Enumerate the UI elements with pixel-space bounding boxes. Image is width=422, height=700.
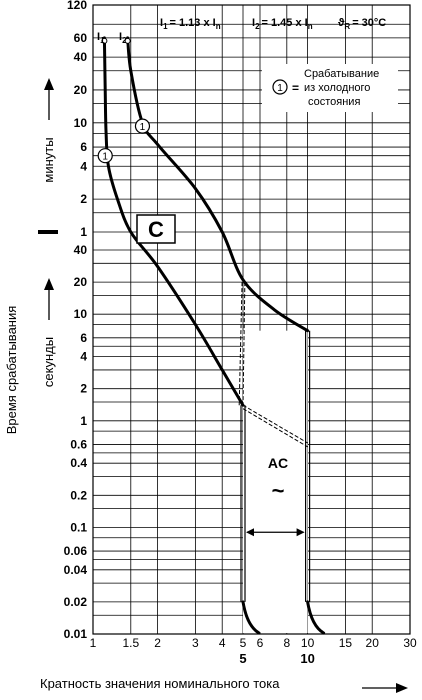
x-axis-title: Кратность значения номинального тока bbox=[40, 676, 280, 691]
x-tick-label: 30 bbox=[403, 636, 417, 650]
y-tick-label-seconds: 0.04 bbox=[64, 563, 88, 577]
i1-formula: I1 = 1.13 x In bbox=[160, 17, 221, 31]
y-tick-label-minutes: 20 bbox=[74, 83, 88, 97]
note-line-1: Срабатывание bbox=[304, 68, 379, 80]
y-tick-label-seconds: 40 bbox=[74, 243, 88, 257]
instant-tail bbox=[306, 600, 326, 635]
temperature-label: ϑR = 30°C bbox=[338, 17, 386, 31]
y-tick-label-minutes: 2 bbox=[80, 192, 87, 206]
header-formulae: I1 = 1.13 x In I2 = 1.45 x In ϑR = 30°C I1 … bbox=[97, 17, 386, 45]
x-tick-label: 3 bbox=[192, 636, 199, 650]
x-tick-label: 2 bbox=[154, 636, 161, 650]
arrow-up-head-icon-2 bbox=[44, 278, 54, 290]
instant-tail bbox=[241, 600, 261, 635]
cold-state-marker-circle bbox=[97, 148, 113, 164]
arrow-left-icon bbox=[246, 528, 255, 537]
y-tick-label-minutes: 1 bbox=[80, 225, 87, 239]
separator-bar-icon bbox=[38, 230, 58, 234]
y-tick-label-seconds: 0.2 bbox=[70, 488, 87, 502]
i1-curve-label: I1 bbox=[97, 31, 105, 45]
lower-curve-line bbox=[102, 36, 245, 407]
x-tick-label: 4 bbox=[219, 636, 226, 650]
arrow-right-icon-small bbox=[296, 528, 305, 537]
y-tick-label-seconds: 0.02 bbox=[64, 595, 88, 609]
cold-state-marker-circle bbox=[134, 118, 151, 134]
note-line-3: состояния bbox=[308, 96, 360, 108]
dashed-extension bbox=[242, 404, 308, 444]
y-tick-label-minutes: 6 bbox=[80, 140, 87, 154]
y-tick-label-minutes: 60 bbox=[74, 31, 88, 45]
x-tick-label: 6 bbox=[257, 636, 264, 650]
upper-curve-line bbox=[126, 36, 310, 333]
i2-curve-label: I2 bbox=[119, 31, 127, 45]
y-tick-label-minutes: 4 bbox=[80, 159, 87, 173]
y-tick-label-seconds: 0.6 bbox=[70, 437, 87, 451]
x-tick-label: 1.5 bbox=[122, 636, 139, 650]
y-tick-label-seconds: 0.4 bbox=[70, 456, 87, 470]
i2-formula: I2 = 1.45 x In bbox=[252, 17, 313, 31]
y-tick-label-seconds: 0.1 bbox=[70, 520, 87, 534]
y-tick-label-seconds: 4 bbox=[80, 350, 87, 364]
x-tick-label: 5 bbox=[240, 636, 247, 650]
y-tick-label-seconds: 1 bbox=[80, 414, 87, 428]
arrow-up-head-icon bbox=[44, 78, 54, 90]
x-tick-label: 8 bbox=[283, 636, 290, 650]
y-tick-label-seconds: 0.01 bbox=[64, 627, 88, 641]
curve-start-dot bbox=[124, 37, 131, 44]
y-tick-label-seconds: 0.06 bbox=[64, 544, 88, 558]
note-marker-circle bbox=[272, 79, 288, 95]
curve-type-text: C bbox=[148, 217, 164, 242]
dashed-extension bbox=[242, 282, 246, 406]
x-tick-label: 15 bbox=[339, 636, 353, 650]
y-axis-title: Время срабатывания bbox=[4, 306, 19, 435]
ac-label: AC bbox=[268, 455, 288, 471]
cold-state-marker-number: 1 bbox=[140, 122, 146, 133]
note-equals: = bbox=[292, 81, 299, 95]
cold-state-marker-number: 1 bbox=[102, 152, 108, 163]
y-tick-label-minutes: 10 bbox=[74, 116, 88, 130]
y-tick-label-minutes: 40 bbox=[74, 50, 88, 64]
ac-tilde: ~ bbox=[272, 478, 285, 503]
y-tick-labels: 120 60 40 20 10 6 4 2 1 40 20 10 6 4 2 1 0.6 0.4 0.2 0.1 0.0… bbox=[64, 0, 88, 641]
arrow-right-head-icon bbox=[396, 683, 408, 693]
cold-state-note: 1 = Срабатывание из холодного состояния bbox=[262, 64, 398, 112]
x-tick-label-bold: 10 bbox=[300, 651, 314, 666]
curve-start-dot bbox=[101, 37, 108, 44]
dashed-extension bbox=[242, 408, 308, 448]
curves: 11 bbox=[97, 36, 326, 635]
ac-label-group: AC ~ bbox=[258, 450, 298, 503]
y-tick-label-seconds: 6 bbox=[80, 331, 87, 345]
x-tick-label: 20 bbox=[366, 636, 380, 650]
y-tick-label-seconds: 10 bbox=[74, 307, 88, 321]
x-tick-label: 10 bbox=[301, 636, 315, 650]
y-tick-label-seconds: 2 bbox=[80, 382, 87, 396]
x-tick-label: 1 bbox=[90, 636, 97, 650]
y-unit-minutes: минуты bbox=[41, 137, 56, 182]
y-tick-label-minutes: 120 bbox=[67, 0, 87, 12]
y-unit-seconds: секунды bbox=[41, 337, 56, 387]
curve-type-label: C bbox=[136, 214, 176, 244]
dashed-extension bbox=[238, 282, 243, 406]
arrow-icons bbox=[38, 78, 408, 693]
note-line-2: из холодного bbox=[304, 82, 370, 94]
y-tick-label-seconds: 20 bbox=[74, 275, 88, 289]
x-tick-label-bold: 5 bbox=[239, 651, 246, 666]
note-marker-number: 1 bbox=[277, 83, 283, 94]
